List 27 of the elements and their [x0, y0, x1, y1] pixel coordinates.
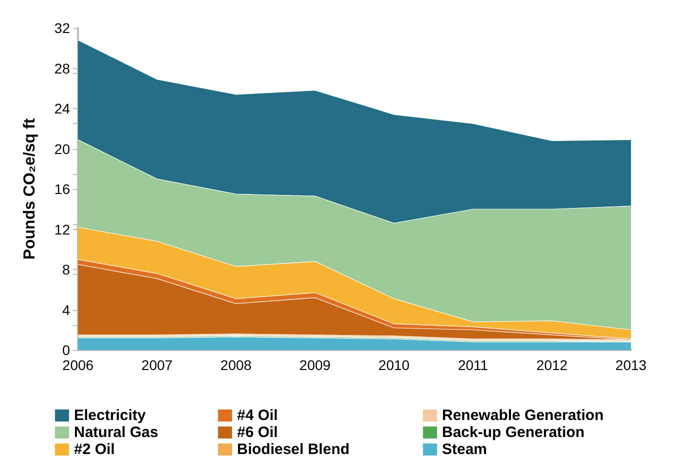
x-tick-label: 2010 [378, 357, 410, 373]
legend-label: #4 Oil [237, 407, 278, 424]
x-tick-label: 2007 [141, 357, 173, 373]
y-axis-title: Pounds CO₂e/sq ft [22, 118, 38, 260]
legend-label: Back-up Generation [442, 424, 585, 441]
y-tick-label: 24 [54, 100, 70, 116]
legend-label: Steam [442, 441, 488, 458]
legend-label: Electricity [74, 407, 146, 424]
y-tick-label: 12 [54, 221, 70, 238]
y-tick-label: 20 [54, 140, 70, 157]
y-tick-label: 8 [62, 262, 70, 278]
y-tick-label: 4 [62, 302, 70, 318]
x-tick-label: 2008 [220, 357, 252, 373]
legend-label: Biodiesel Blend [237, 441, 350, 458]
y-tick-label: 16 [54, 181, 70, 197]
legend-label: #6 Oil [237, 424, 278, 441]
x-tick-label: 2009 [299, 357, 331, 373]
legend-label: Natural Gas [74, 424, 158, 441]
y-tick-label: 32 [54, 20, 70, 36]
x-tick-label: 2013 [615, 357, 647, 373]
x-tick-label: 2006 [62, 357, 94, 373]
legend-label: #2 Oil [74, 441, 115, 458]
legend-label: Renewable Generation [442, 407, 604, 424]
x-tick-label: 2012 [536, 357, 568, 373]
x-tick-label: 2011 [458, 357, 488, 373]
y-tick-label: 0 [62, 342, 70, 358]
y-tick-label: 28 [54, 60, 70, 76]
